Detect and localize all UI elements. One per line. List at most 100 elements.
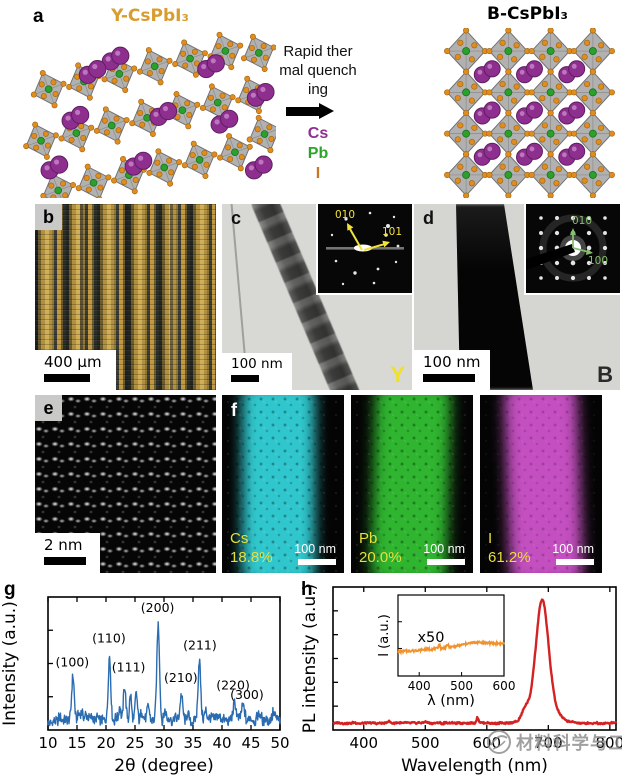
pl-inset-annotation: x50 (417, 630, 444, 646)
element-percent: 18.8% (230, 549, 273, 566)
xrd-tick-label: 25 (125, 734, 144, 752)
scalebar-bar (44, 557, 86, 565)
saed-axis-100: 100 (588, 255, 608, 267)
black-phase-structure (444, 28, 615, 198)
xrd-chart: 10 15 20 25 30 35 40 45 50 (100)(110) (111) (200) (2… (0, 596, 290, 776)
pl-inset-tick-label: 600 (493, 679, 516, 693)
pl-tick-label: 700 (534, 734, 563, 752)
scalebar-bar (423, 374, 475, 382)
panel-f-label: f (231, 400, 237, 420)
scalebar-text: 2 nm (44, 536, 83, 554)
xrd-curve (47, 621, 281, 727)
scalebar-text: 100 nm (294, 542, 336, 556)
scalebar-bar (427, 559, 465, 565)
pl-ylabel: PL intensity (a.u.) (300, 584, 320, 734)
left-structure-title: Y-CsPbI₃ (111, 6, 189, 26)
scalebar-text: 100 nm (423, 353, 481, 371)
pl-tick-label: 800 (596, 734, 622, 752)
element-label: I 61.2% (488, 529, 531, 567)
element-label: Pb 20.0% (359, 529, 402, 567)
xrd-peak-label: (100) (56, 655, 90, 670)
map-scalebar: 100 nm (294, 542, 336, 565)
xrd-peak-label: (300) (230, 687, 264, 702)
process-line-1: Rapid ther (283, 43, 353, 60)
pl-chart: 400 500 600 700 800 Wavelength (nm) PL intensi… (300, 584, 622, 776)
xrd-peak-label: (211) (183, 638, 217, 653)
xrd-xlabel: 2θ (degree) (114, 756, 213, 776)
panel-a-label: a (33, 6, 44, 27)
saed-inset-y: 010 101 (316, 204, 412, 295)
watermark-text: 材料科学与工程 (516, 733, 622, 754)
eds-map-pb: Pb 20.0% 100 nm (351, 395, 473, 573)
xrd-tick-label: 30 (154, 734, 173, 752)
panel-e-scalebar: 2 nm (35, 533, 100, 573)
pl-tick-label: 600 (472, 734, 501, 752)
element-label: Cs 18.8% (230, 529, 273, 567)
scalebar-text: 100 nm (423, 542, 465, 556)
saed-inset-b: 010 100 (524, 204, 620, 295)
pl-inset-ylabel: I (a.u.) (377, 614, 392, 657)
xrd-peak-label: (220) (216, 677, 250, 692)
scalebar-text: 100 nm (552, 542, 594, 556)
scalebar-text: 400 μm (44, 353, 102, 371)
xrd-tick-label: 15 (67, 734, 86, 752)
pl-inset-tick-label: 500 (450, 679, 473, 693)
panel-e-label: e (35, 395, 62, 421)
pl-inset-curve (397, 639, 505, 656)
scalebar-bar (556, 559, 594, 565)
saed-axis-010: 010 (572, 215, 592, 227)
xrd-tick-label: 20 (96, 734, 115, 752)
right-structure-title: B-CsPbI₃ (486, 4, 568, 24)
process-text: Rapid ther mal quench ing (270, 42, 366, 99)
process-line-3: ing (307, 81, 329, 98)
xrd-tick-label: 50 (270, 734, 289, 752)
panel-c-label: c (231, 208, 242, 228)
eds-map-cs: f Cs 18.8% 100 nm (222, 395, 344, 573)
panel-b-optical-image: b 400 μm (35, 204, 216, 390)
panel-b-label: b (35, 204, 62, 230)
panel-c-scalebar: 100 nm (222, 353, 292, 390)
scalebar-bar (231, 375, 259, 382)
saed-axis-010: 010 (335, 209, 355, 221)
element-name: Pb (359, 530, 378, 547)
xrd-peak-label: (200) (141, 600, 175, 615)
saed-axis-101: 101 (382, 226, 402, 238)
pl-tick-label: 500 (411, 734, 440, 752)
map-scalebar: 100 nm (552, 542, 594, 565)
map-scalebar: 100 nm (423, 542, 465, 565)
panel-g-label: g (4, 579, 16, 600)
element-name: I (488, 530, 493, 547)
watermark: 材料科学与工程 (486, 729, 622, 755)
pl-xlabel: Wavelength (nm) (401, 756, 548, 776)
element-percent: 61.2% (488, 549, 531, 566)
panel-e-haadf-image: e 2 nm (35, 395, 216, 573)
pl-curve (332, 598, 618, 726)
xrd-tick-label: 35 (183, 734, 202, 752)
quench-arrow-icon (286, 103, 335, 120)
yellow-phase-structure (23, 31, 276, 198)
legend-cs: Cs (307, 125, 329, 142)
pl-tick-label: 400 (349, 734, 378, 752)
scalebar-bar (298, 559, 336, 565)
xrd-peak-label: (111) (112, 659, 146, 674)
panel-c-tem-image: c 010 101 100 nm (222, 204, 412, 390)
legend-i: I (315, 165, 321, 182)
atom-legend: Cs Pb I (270, 124, 366, 184)
legend-pb: Pb (307, 145, 329, 162)
xrd-tick-label: 45 (241, 734, 260, 752)
panel-d-scalebar: 100 nm (414, 350, 490, 390)
phase-tag-b: B (597, 362, 613, 387)
pl-inset-xlabel: λ (nm) (427, 693, 475, 709)
scalebar-text: 100 nm (231, 356, 283, 372)
xrd-tick-label: 40 (212, 734, 231, 752)
eds-map-i: I 61.2% 100 nm (480, 395, 602, 573)
watermark-logo-icon (487, 730, 511, 754)
panel-d-label: d (423, 208, 434, 228)
process-line-2: mal quench (279, 62, 357, 79)
scalebar-bar (44, 374, 90, 382)
xrd-peak-label: (210) (164, 670, 198, 685)
panel-b-scalebar: 400 μm (35, 350, 116, 390)
panel-h-label: h (301, 579, 313, 600)
element-name: Cs (230, 530, 249, 547)
